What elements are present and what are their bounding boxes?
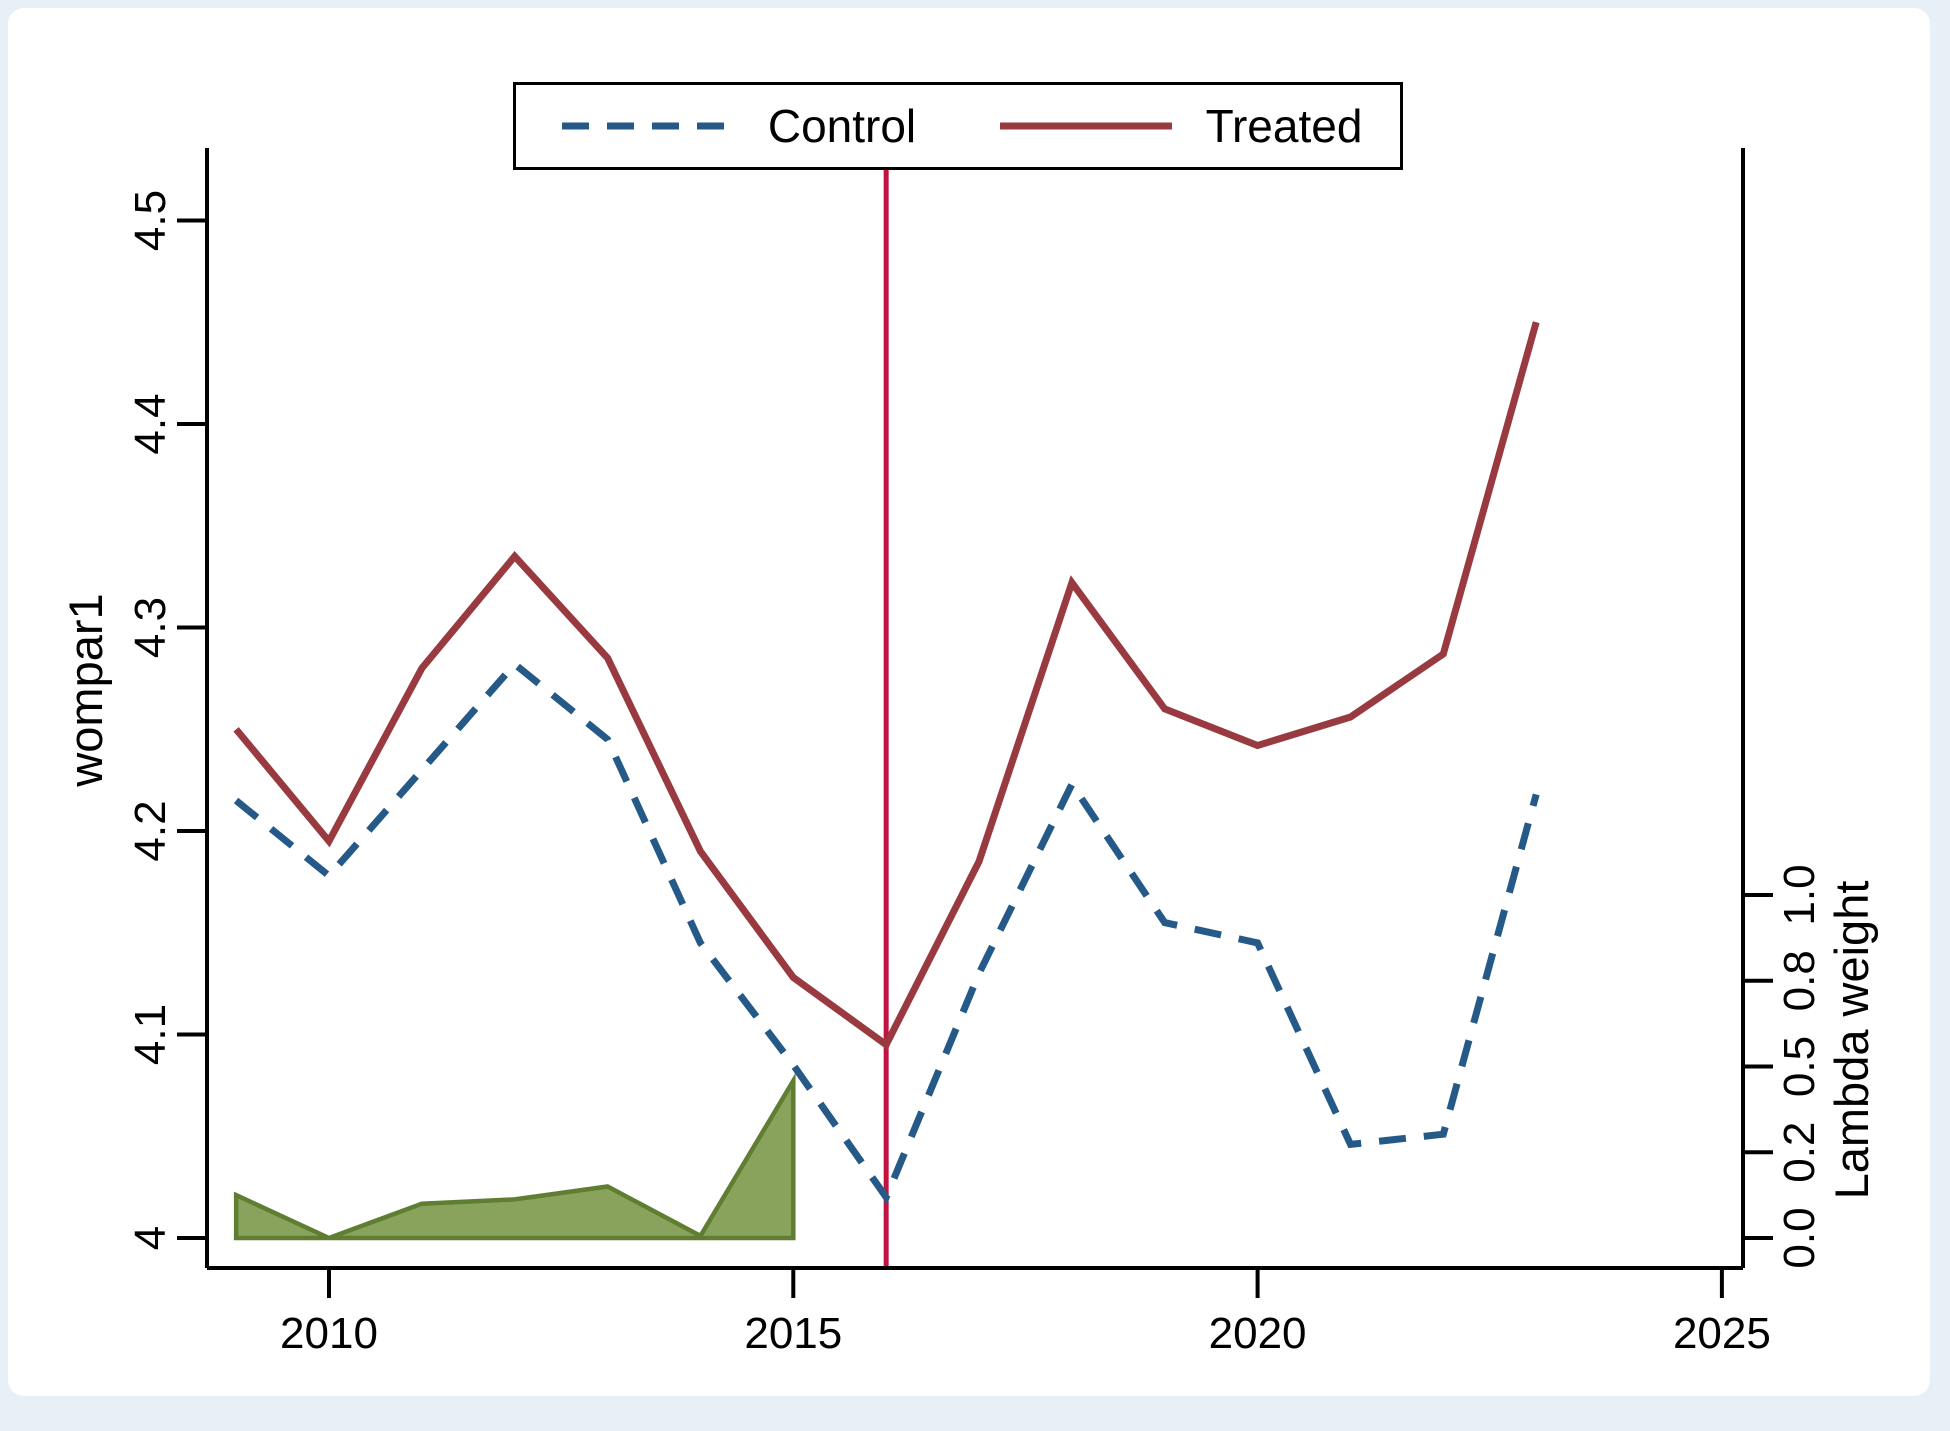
legend-item-treated: Treated	[958, 103, 1400, 149]
lambda-weight-area	[233, 1072, 796, 1241]
treated-line	[233, 321, 1540, 1050]
x-tick-label: 2025	[1673, 1309, 1771, 1358]
y-tick-label: 4.4	[126, 393, 175, 454]
control-line-sample	[561, 122, 734, 130]
y-tick-label: 4	[126, 1226, 175, 1250]
legend-item-control: Control	[516, 103, 958, 149]
lambda-tick-label: 0.2	[1775, 1122, 1824, 1183]
x-tick-label: 2015	[744, 1309, 842, 1358]
y-tick-label: 4.2	[126, 800, 175, 861]
lambda-tick-label: 0.5	[1775, 1036, 1824, 1097]
y-axis-title: wompar1	[59, 593, 112, 787]
legend-label-control: Control	[767, 100, 917, 152]
lambda-tick-label: 0.0	[1775, 1207, 1824, 1268]
y-tick-label: 4.5	[126, 190, 175, 251]
legend: Control Treated	[513, 82, 1403, 170]
legend-label-treated: Treated	[1205, 100, 1363, 152]
y-tick-label: 4.3	[126, 597, 175, 658]
lambda-tick-label: 1.0	[1775, 864, 1824, 925]
y-tick-label: 4.1	[126, 1004, 175, 1065]
lambda-tick-label: 0.8	[1775, 950, 1824, 1011]
control-line	[233, 659, 1540, 1205]
treated-line-sample	[999, 122, 1172, 130]
x-tick-label: 2010	[280, 1309, 378, 1358]
x-tick-label: 2020	[1209, 1309, 1307, 1358]
right-axis-title: Lambda weight	[1825, 881, 1878, 1200]
graph-panel	[8, 8, 1930, 1396]
